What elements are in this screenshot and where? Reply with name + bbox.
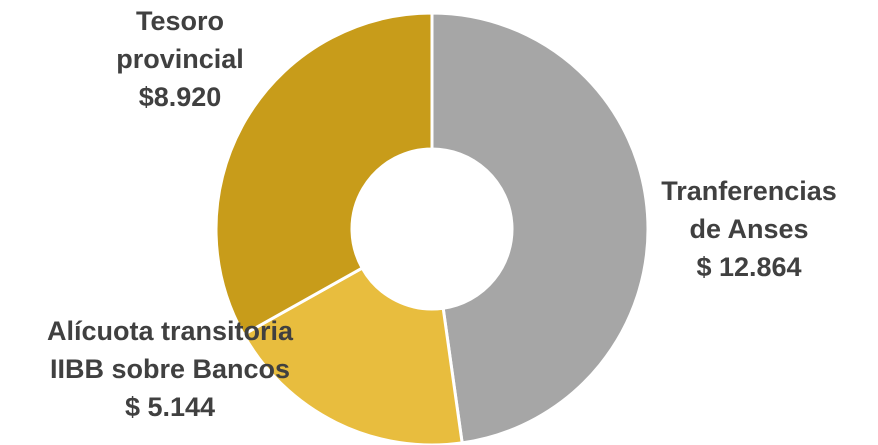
slice-label-line: provincial bbox=[116, 44, 244, 74]
slice-label-alicuota-iibb: Alícuota transitoria IIBB sobre Bancos $… bbox=[0, 312, 340, 426]
slice-label-line: Tranferencias bbox=[661, 176, 837, 206]
slice-alicuota-iibb bbox=[241, 266, 464, 445]
slice-tranferencias-anses bbox=[430, 11, 650, 445]
slice-label-line: IIBB sobre Bancos bbox=[49, 354, 291, 384]
slice-label-tesoro-provincial: Tesoro provincial $8.920 bbox=[60, 2, 300, 116]
slice-label-value: $ 12.864 bbox=[696, 252, 802, 282]
slice-label-value: $8.920 bbox=[138, 82, 222, 112]
slice-label-line: de Anses bbox=[689, 214, 809, 244]
slice-label-line: Tesoro bbox=[135, 6, 224, 36]
slice-label-value: $ 5.144 bbox=[124, 392, 216, 422]
slice-tesoro-provincial bbox=[214, 11, 434, 337]
slice-label-tranferencias-anses: Tranferencias de Anses $ 12.864 bbox=[620, 172, 878, 286]
slice-label-line: Alícuota transitoria bbox=[46, 316, 294, 346]
